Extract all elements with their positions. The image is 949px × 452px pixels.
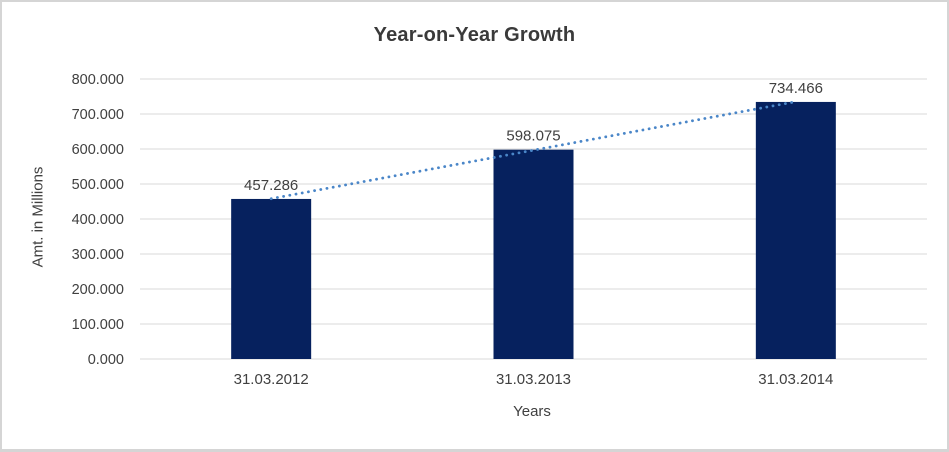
y-tick-label: 800.000 [72, 72, 124, 88]
chart-title: Year-on-Year Growth [373, 24, 576, 46]
y-tick-label: 300.000 [72, 247, 124, 263]
y-tick-label: 400.000 [72, 212, 124, 228]
y-tick-label: 0.000 [88, 352, 124, 368]
trendline [269, 100, 798, 201]
bar [493, 149, 574, 359]
x-tick-label: 31.03.2013 [496, 371, 571, 388]
y-tick-label: 600.000 [72, 142, 124, 158]
bar-value-label: 457.286 [244, 177, 298, 194]
bar [755, 101, 836, 360]
y-tick-label: 100.000 [72, 317, 124, 333]
bar-value-label: 598.075 [506, 128, 560, 145]
y-tick-label: 500.000 [72, 177, 124, 193]
y-tick-label: 700.000 [72, 107, 124, 123]
x-tick-label: 31.03.2012 [234, 371, 309, 388]
x-tick-label: 31.03.2014 [758, 371, 833, 388]
x-axis-title: Years [513, 403, 551, 420]
bar [231, 198, 312, 359]
bar-value-label: 734.466 [769, 80, 823, 97]
y-tick-label: 200.000 [72, 282, 124, 298]
